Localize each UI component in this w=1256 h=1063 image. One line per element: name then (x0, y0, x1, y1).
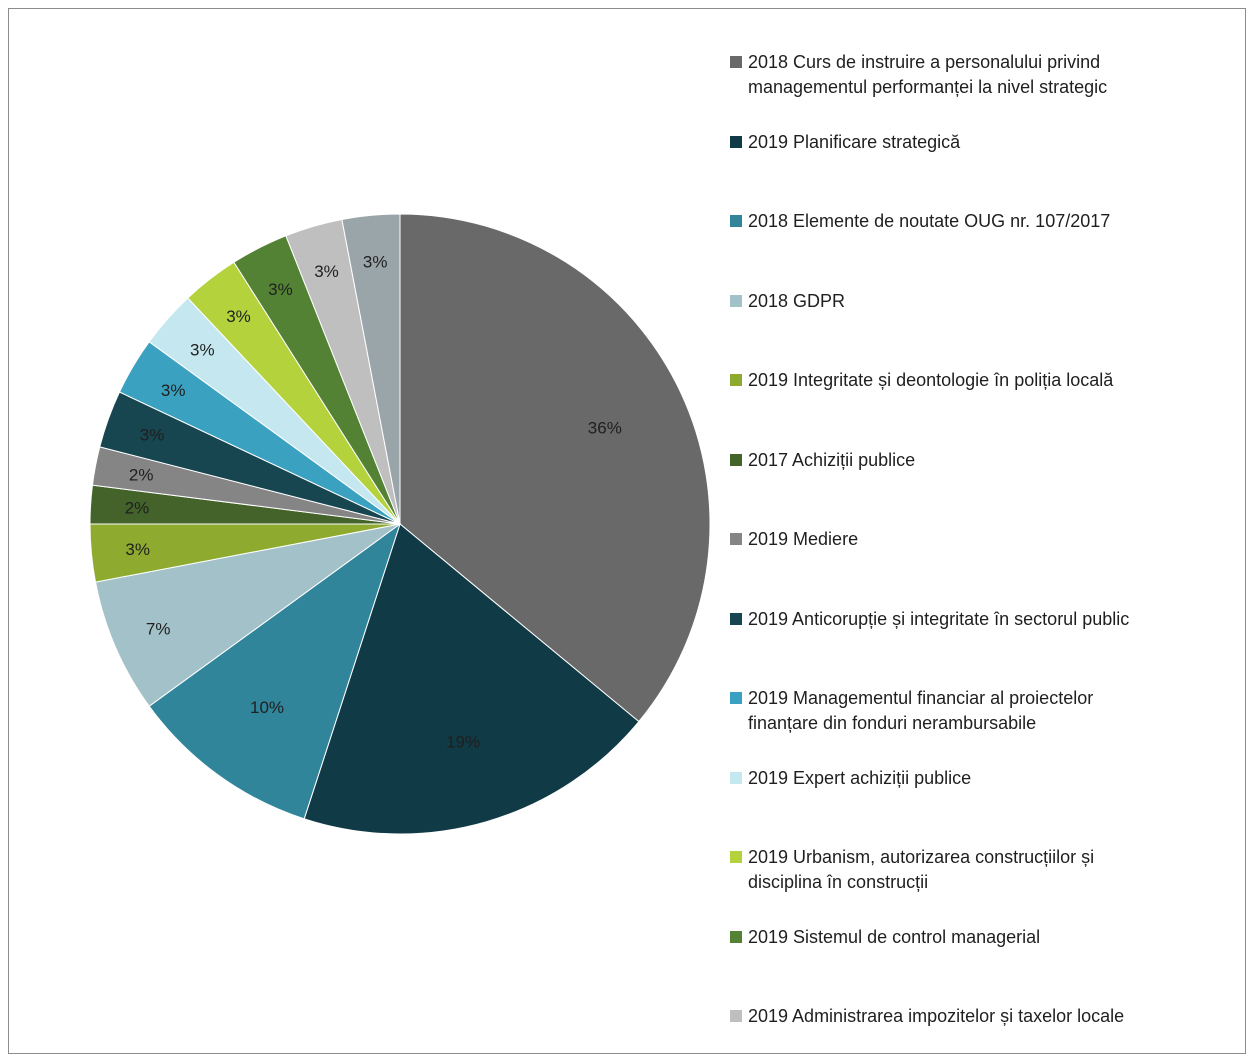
pie-slice-3 (94, 523, 401, 707)
legend-swatch-8 (730, 692, 742, 704)
slice-label-13: 3% (363, 253, 388, 272)
slice-label-7: 3% (140, 426, 165, 445)
legend-swatch-11 (730, 930, 742, 943)
slice-label-0: 36% (588, 419, 622, 438)
legend-item-7: 2019 Anticorupție și integritate în sect… (730, 607, 1250, 632)
pie-slice-1 (303, 523, 640, 835)
pie-slice-0 (399, 213, 711, 723)
legend-item-3: 2018 GDPR (730, 289, 1250, 314)
legend-item-8: 2019 Managementul financiar al proiectel… (730, 686, 1250, 736)
legend-item-10: 2019 Urbanism, autorizarea construcțiilo… (730, 845, 1250, 895)
legend-label-3: 2018 GDPR (748, 290, 846, 311)
legend-item-4: 2019 Integritate și deontologie în poliț… (730, 368, 1250, 393)
slice-label-10: 3% (226, 307, 251, 326)
slice-label-11: 3% (268, 280, 293, 299)
legend-item-12: 2019 Administrarea impozitelor și taxelo… (730, 1004, 1250, 1029)
legend-label-6: 2019 Mediere (748, 529, 859, 549)
slice-label-5: 2% (125, 499, 150, 518)
legend: 2018 Curs de instruire a personalului pr… (730, 0, 1250, 1063)
slice-label-6: 2% (129, 466, 154, 485)
legend-label-9: 2019 Expert achiziții publice (748, 767, 972, 788)
slice-label-4: 3% (125, 540, 150, 559)
legend-label-2: 2018 Elemente de noutate OUG nr. 107/201… (748, 211, 1111, 231)
legend-swatch-5 (730, 453, 742, 466)
legend-label-4: 2019 Integritate și deontologie în poliț… (748, 370, 1114, 390)
legend-swatch-3 (730, 294, 742, 307)
legend-label-10: 2019 Urbanism, autorizarea construcțiilo… (748, 847, 1095, 892)
slice-label-12: 3% (314, 262, 339, 281)
legend-item-6: 2019 Mediere (730, 527, 1250, 552)
slice-label-3: 7% (146, 620, 171, 639)
slice-label-1: 19% (446, 732, 480, 751)
legend-label-5: 2017 Achiziții publice (748, 449, 916, 470)
legend-label-8: 2019 Managementul financiar al proiectel… (748, 688, 1094, 733)
legend-swatch-2 (730, 215, 742, 227)
slice-label-9: 3% (190, 341, 215, 360)
legend-label-1: 2019 Planificare strategică (748, 131, 961, 152)
legend-item-1: 2019 Planificare strategică (730, 130, 1250, 155)
legend-swatch-12 (730, 1010, 742, 1022)
legend-label-11: 2019 Sistemul de control managerial (748, 926, 1041, 947)
pie-slice-2 (148, 522, 401, 820)
legend-item-2: 2018 Elemente de noutate OUG nr. 107/201… (730, 209, 1250, 234)
legend-swatch-7 (730, 612, 742, 625)
legend-item-5: 2017 Achiziții publice (730, 448, 1250, 473)
slice-label-2: 10% (250, 698, 284, 717)
legend-swatch-10 (730, 851, 742, 863)
pie-slice-13 (341, 213, 401, 525)
legend-label-0: 2018 Curs de instruire a personalului pr… (748, 52, 1108, 97)
legend-item-9: 2019 Expert achiziții publice (730, 766, 1250, 791)
legend-swatch-6 (730, 533, 742, 545)
slice-label-8: 3% (161, 381, 186, 400)
legend-label-7: 2019 Anticorupție și integritate în sect… (748, 608, 1130, 629)
legend-swatch-0 (730, 56, 742, 68)
legend-swatch-9 (730, 771, 742, 784)
legend-item-11: 2019 Sistemul de control managerial (730, 925, 1250, 950)
legend-swatch-4 (730, 374, 742, 386)
legend-item-0: 2018 Curs de instruire a personalului pr… (730, 50, 1250, 100)
legend-swatch-1 (730, 135, 742, 148)
legend-label-12: 2019 Administrarea impozitelor și taxelo… (748, 1006, 1125, 1026)
